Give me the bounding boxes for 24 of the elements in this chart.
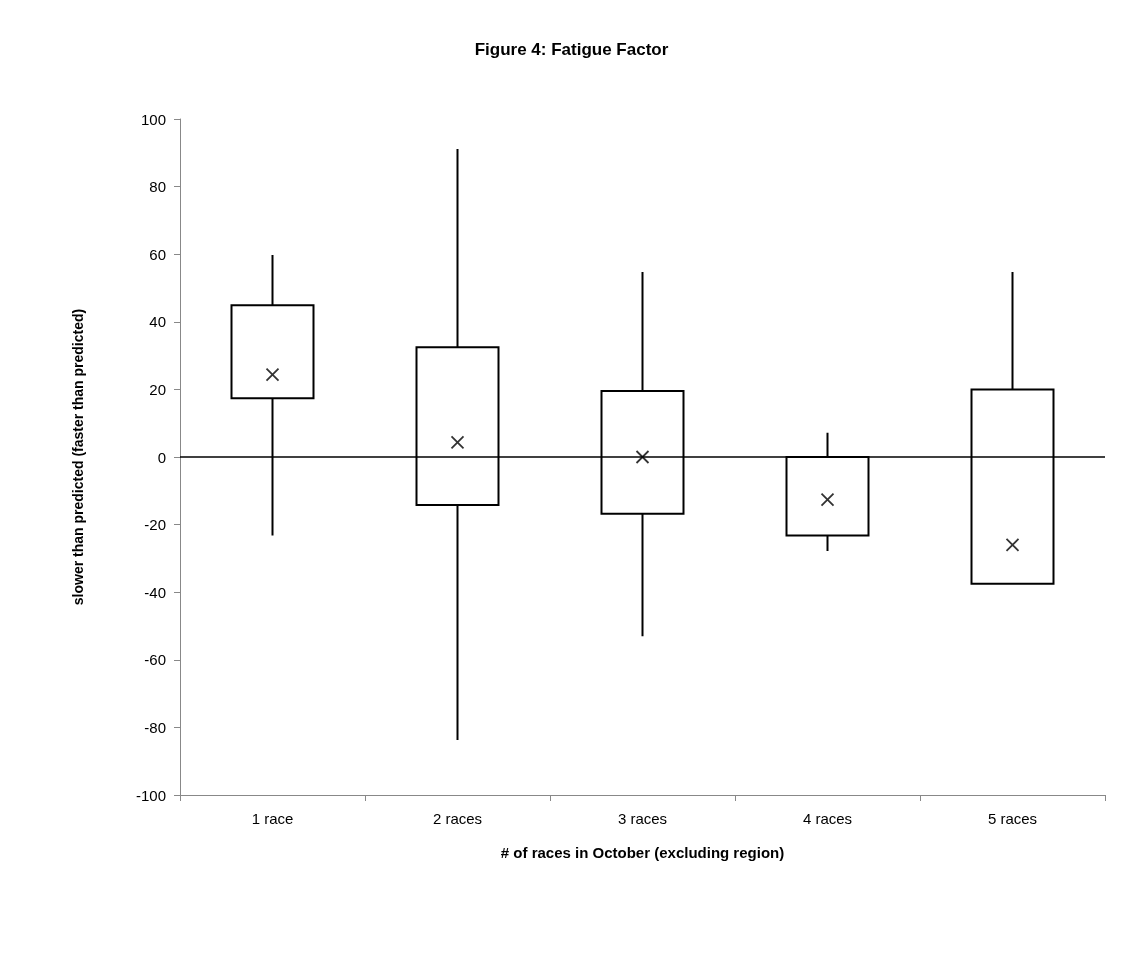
y-tick-label: 20 bbox=[149, 380, 166, 398]
y-tick-label: -60 bbox=[144, 651, 166, 669]
point bbox=[450, 435, 465, 450]
y-tick-label: -80 bbox=[144, 718, 166, 736]
y-tick-label: -20 bbox=[144, 516, 166, 534]
point bbox=[635, 450, 650, 464]
x-tick-label: 4 races bbox=[802, 810, 853, 827]
y-tick-label: 0 bbox=[157, 448, 166, 466]
point bbox=[820, 492, 835, 507]
x-tick-label: 5 races bbox=[987, 810, 1038, 827]
y-tick-label: -40 bbox=[144, 583, 166, 601]
point bbox=[265, 367, 280, 382]
y-axis-title: slower than predicted (faster than predicted) bbox=[70, 308, 86, 606]
x-tick-label: 2 races bbox=[432, 810, 483, 827]
x-tick-label: 1 race bbox=[251, 810, 294, 827]
y-tick-label: 80 bbox=[149, 178, 166, 196]
y-tick-label: -100 bbox=[135, 786, 166, 804]
x-tick-label: 3 races bbox=[617, 810, 668, 827]
y-tick-label: 40 bbox=[149, 313, 166, 331]
y-tick-label: 60 bbox=[149, 245, 166, 263]
y-tick-label: 100 bbox=[140, 110, 166, 128]
x-axis-title: # of races in October (excluding region) bbox=[500, 844, 785, 861]
point bbox=[1005, 537, 1020, 552]
chart-title: Figure 4: Fatigue Factor bbox=[474, 40, 669, 59]
